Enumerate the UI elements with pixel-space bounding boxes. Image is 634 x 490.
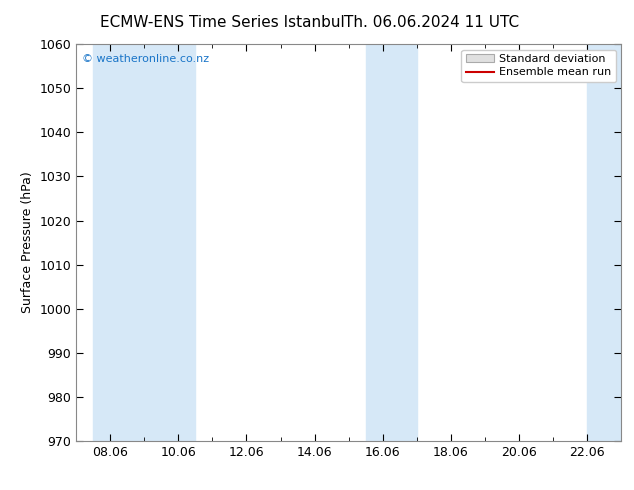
Text: ECMW-ENS Time Series Istanbul: ECMW-ENS Time Series Istanbul: [100, 15, 344, 29]
Bar: [93, 44, 195, 441]
Bar: [366, 44, 417, 441]
Bar: [587, 44, 634, 441]
Y-axis label: Surface Pressure (hPa): Surface Pressure (hPa): [21, 172, 34, 314]
Text: © weatheronline.co.nz: © weatheronline.co.nz: [82, 54, 209, 64]
Legend: Standard deviation, Ensemble mean run: Standard deviation, Ensemble mean run: [462, 49, 616, 82]
Text: Th. 06.06.2024 11 UTC: Th. 06.06.2024 11 UTC: [344, 15, 519, 29]
